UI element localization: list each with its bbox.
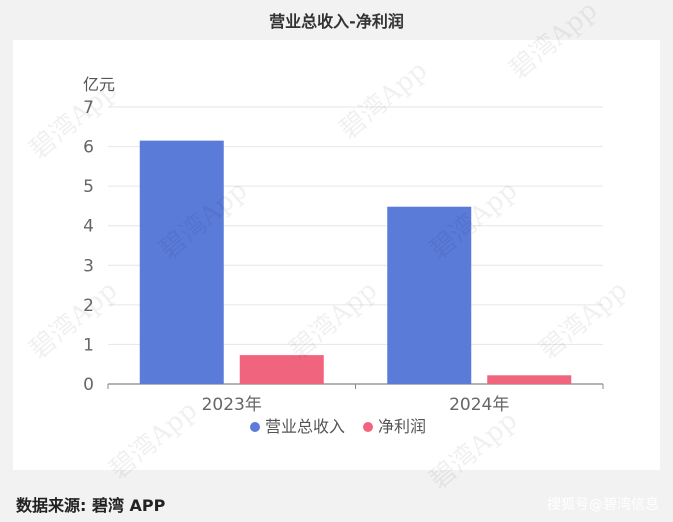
credit-text: 搜狐号@碧湾信息 xyxy=(547,497,659,513)
chart-title: 营业总收入-净利润 xyxy=(269,12,404,31)
legend-marker xyxy=(363,422,373,432)
legend-marker xyxy=(250,422,260,432)
bar-revenue xyxy=(387,206,472,384)
y-tick-label: 4 xyxy=(83,217,94,237)
data-source-label: 数据来源: 碧湾 APP xyxy=(16,496,166,515)
x-tick-label: 2023年 xyxy=(202,395,262,415)
y-tick-label: 5 xyxy=(83,177,94,197)
y-tick-label: 7 xyxy=(83,98,94,118)
x-tick-label: 2024年 xyxy=(449,395,509,415)
chart-panel: 亿元 0 1 2 3 4 5 6 7 2023年 2024年营业总收入 净利润 xyxy=(13,40,660,470)
y-tick-label: 1 xyxy=(83,335,94,355)
y-tick-label: 2 xyxy=(83,296,94,316)
bar-revenue xyxy=(139,140,224,384)
y-tick-label: 6 xyxy=(83,138,94,158)
bar-net-profit xyxy=(487,375,572,384)
y-axis-unit-label: 亿元 xyxy=(83,75,115,94)
y-tick-label: 3 xyxy=(83,256,94,276)
legend-label: 净利润 xyxy=(378,417,426,436)
bar-net-profit xyxy=(239,355,324,384)
y-tick-label: 0 xyxy=(83,375,94,395)
legend-label: 营业总收入 xyxy=(265,417,345,436)
